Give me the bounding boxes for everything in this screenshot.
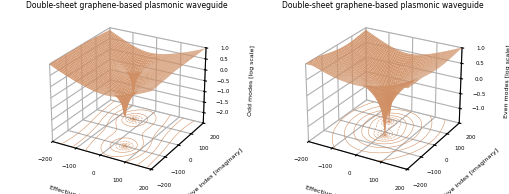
X-axis label: Effective index [real]: Effective index [real] xyxy=(304,184,369,194)
Title: Double-sheet graphene-based plasmonic waveguide: Double-sheet graphene-based plasmonic wa… xyxy=(26,1,228,10)
X-axis label: Effective index [real]: Effective index [real] xyxy=(49,184,113,194)
Y-axis label: Effective index [imaginary]: Effective index [imaginary] xyxy=(177,148,243,194)
Y-axis label: Effective index [imaginary]: Effective index [imaginary] xyxy=(432,148,499,194)
Title: Double-sheet graphene-based plasmonic waveguide: Double-sheet graphene-based plasmonic wa… xyxy=(281,1,483,10)
